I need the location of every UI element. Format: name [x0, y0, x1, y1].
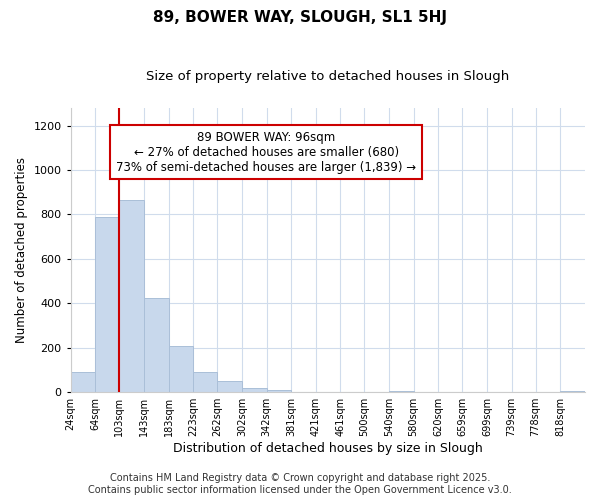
Bar [560, 391, 585, 392]
Bar [119, 200, 144, 392]
Y-axis label: Number of detached properties: Number of detached properties [15, 157, 28, 343]
Text: 89 BOWER WAY: 96sqm
← 27% of detached houses are smaller (680)
73% of semi-detac: 89 BOWER WAY: 96sqm ← 27% of detached ho… [116, 130, 416, 174]
Bar [242, 388, 267, 392]
Title: Size of property relative to detached houses in Slough: Size of property relative to detached ho… [146, 70, 509, 83]
Bar [389, 391, 413, 392]
Bar [95, 216, 119, 392]
X-axis label: Distribution of detached houses by size in Slough: Distribution of detached houses by size … [173, 442, 483, 455]
Bar [169, 346, 193, 392]
Text: 89, BOWER WAY, SLOUGH, SL1 5HJ: 89, BOWER WAY, SLOUGH, SL1 5HJ [153, 10, 447, 25]
Bar [217, 381, 242, 392]
Text: Contains HM Land Registry data © Crown copyright and database right 2025.
Contai: Contains HM Land Registry data © Crown c… [88, 474, 512, 495]
Bar [71, 372, 95, 392]
Bar [267, 390, 291, 392]
Bar [144, 298, 169, 392]
Bar [193, 372, 217, 392]
